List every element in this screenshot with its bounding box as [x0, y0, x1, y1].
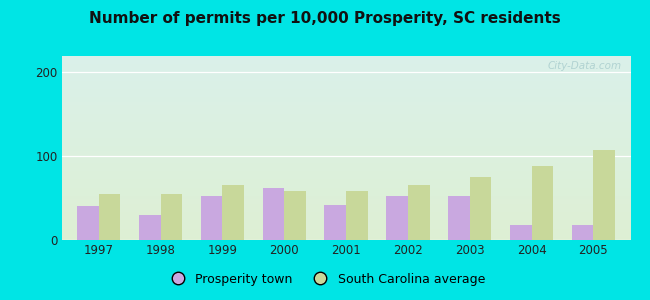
Bar: [139, 215, 161, 240]
Bar: [324, 205, 346, 240]
Bar: [346, 191, 368, 240]
Bar: [222, 185, 244, 240]
Bar: [448, 196, 470, 240]
Bar: [470, 177, 491, 240]
Bar: [386, 196, 408, 240]
Bar: [510, 225, 532, 240]
Text: City-Data.com: City-Data.com: [548, 61, 622, 71]
Bar: [99, 194, 120, 240]
Bar: [532, 166, 553, 240]
Legend: Prosperity town, South Carolina average: Prosperity town, South Carolina average: [160, 268, 490, 291]
Bar: [161, 194, 182, 240]
Bar: [263, 188, 284, 240]
Bar: [593, 150, 615, 240]
Bar: [201, 196, 222, 240]
Bar: [572, 225, 593, 240]
Bar: [284, 191, 306, 240]
Text: Number of permits per 10,000 Prosperity, SC residents: Number of permits per 10,000 Prosperity,…: [89, 11, 561, 26]
Bar: [77, 206, 99, 240]
Bar: [408, 185, 430, 240]
